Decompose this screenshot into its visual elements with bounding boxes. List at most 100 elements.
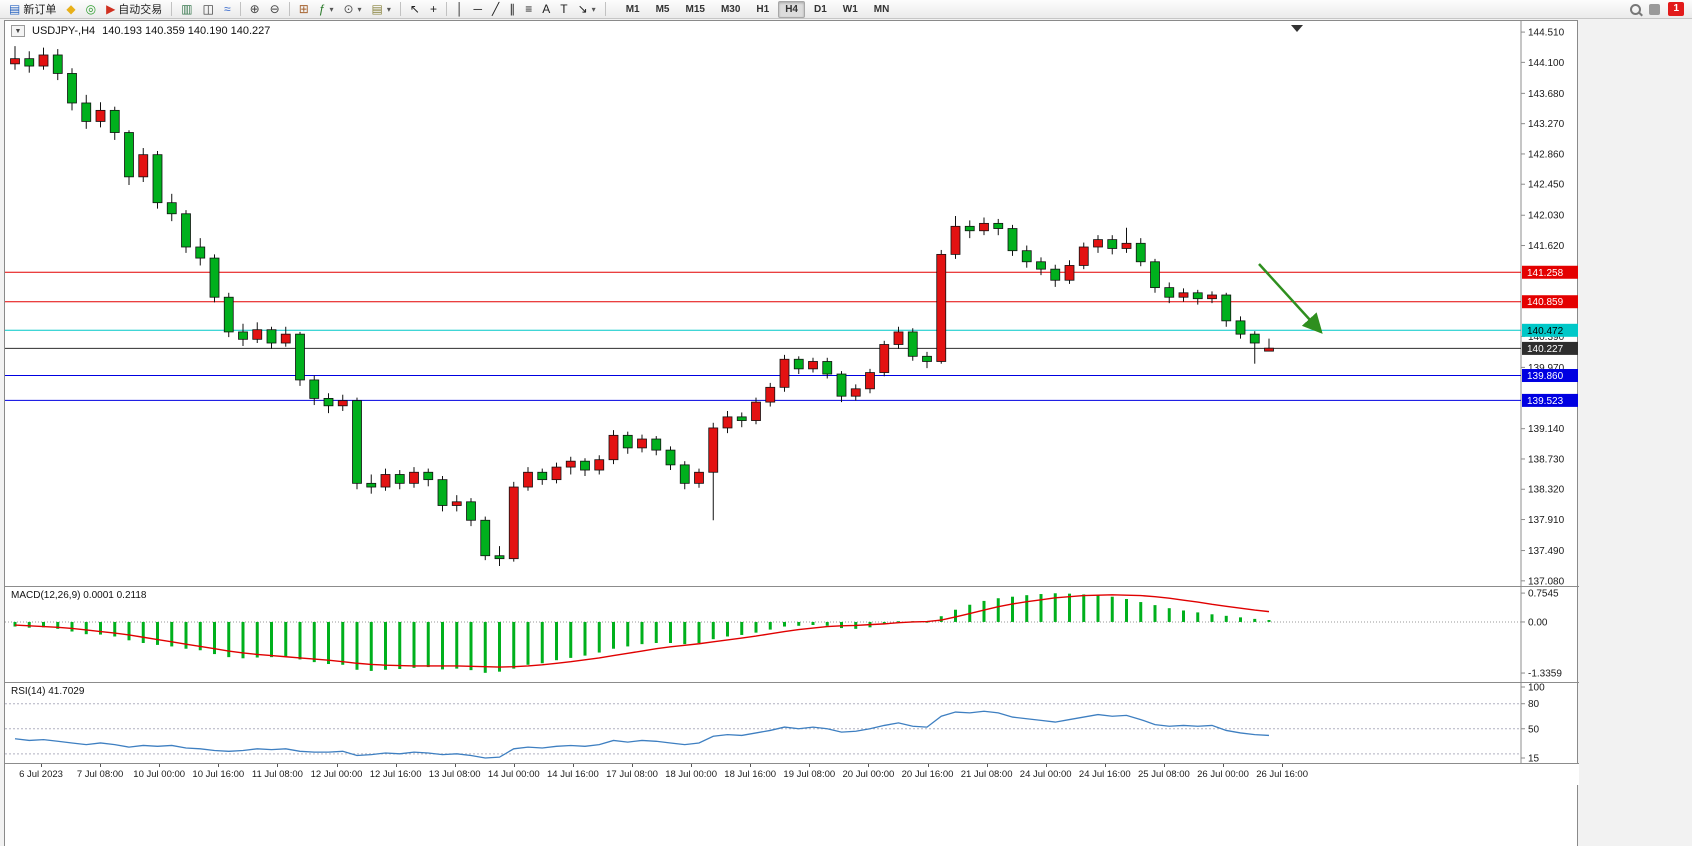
time-tick <box>750 764 752 767</box>
timeframe-toolbar: M1 M5 M15 M30 H1 H4 D1 W1 MN <box>618 0 898 18</box>
refresh-button[interactable]: ◎ <box>81 1 101 18</box>
timeframe-w1-button[interactable]: W1 <box>842 3 858 15</box>
crosshair-button[interactable]: + <box>425 1 442 18</box>
timeframe-h1-button[interactable]: H1 <box>756 3 770 15</box>
arrows-button[interactable]: ↘ ▾ <box>573 1 601 18</box>
tile-windows-icon: ⊞ <box>298 2 309 16</box>
dropdown-arrow-icon: ▾ <box>357 4 362 14</box>
horizontal-line-icon: ─ <box>473 2 482 16</box>
svg-text:138.320: 138.320 <box>1528 485 1565 496</box>
new-order-button[interactable]: ▤ 新订单 <box>4 1 61 18</box>
timeframe-m30-button[interactable]: M30 <box>720 3 741 15</box>
toolbar-buttons: ▤ 新订单 ◆ ◎ ▶ 自动交易 ▥ ◫ ≈ ⊕ ⊖ ⊞ ƒ ▾ ⊙ ▾ ▤ ▾ ↖ + │ ─ ╱ ∥ ≡ A T ↘ ▾ <box>4 0 610 18</box>
autotrading-button[interactable]: ▶ 自动交易 <box>101 1 167 18</box>
templates-button[interactable]: ▤ ▾ <box>367 1 396 18</box>
fibonacci-button[interactable]: ≡ <box>520 1 537 18</box>
trend-arrow-object[interactable] <box>1258 263 1323 334</box>
svg-text:143.270: 143.270 <box>1528 119 1565 130</box>
chart-window: 144.510 144.100 143.680 143.270 142.860 142.4… <box>4 20 1579 846</box>
price-axis-flag: 139.523 <box>1522 393 1578 407</box>
time-label: 10 Jul 00:00 <box>133 769 186 780</box>
time-label: 11 Jul 08:00 <box>251 769 303 780</box>
time-label: 7 Jul 08:00 <box>76 769 124 780</box>
toolbar-separator <box>604 2 606 16</box>
time-label: 19 Jul 08:00 <box>783 769 836 780</box>
search-icon[interactable] <box>1630 3 1642 15</box>
price-axis-flag: 139.860 <box>1522 369 1578 383</box>
label-button[interactable]: T <box>555 1 572 18</box>
candlestick-series <box>10 46 1274 567</box>
svg-text:143.680: 143.680 <box>1528 89 1565 100</box>
metaeditor-button[interactable]: ◆ <box>61 1 80 18</box>
autotrading-button-label: 自动交易 <box>118 4 163 16</box>
svg-text:0.00: 0.00 <box>1528 617 1548 628</box>
time-label: 24 Jul 16:00 <box>1078 769 1131 780</box>
zoom-out-icon: ⊖ <box>269 2 280 16</box>
bar-chart-button[interactable]: ▥ <box>176 1 197 18</box>
svg-text:141.258: 141.258 <box>1527 268 1564 279</box>
timeframe-m1-button[interactable]: M1 <box>625 3 640 15</box>
periods-button[interactable]: ⊙ ▾ <box>338 1 366 18</box>
rsi-pane[interactable]: 100 80 50 15 <box>5 682 1579 763</box>
line-chart-button[interactable]: ≈ <box>219 1 236 18</box>
timeframe-d1-button[interactable]: D1 <box>814 3 827 15</box>
time-label: 24 Jul 00:00 <box>1019 769 1072 780</box>
main-chart-pane[interactable]: 144.510 144.100 143.680 143.270 142.860 142.4… <box>5 21 1579 586</box>
timeframe-h4-button[interactable]: H4 <box>778 0 805 18</box>
time-tick <box>1282 764 1284 767</box>
time-tick <box>868 764 870 767</box>
rsi-line <box>14 710 1270 759</box>
rsi-label: RSI(14) 41.7029 <box>11 686 85 697</box>
horizontal-line-button[interactable]: ─ <box>468 1 487 18</box>
channel-button[interactable]: ∥ <box>504 1 520 18</box>
svg-text:141.620: 141.620 <box>1528 241 1565 252</box>
time-tick <box>395 764 397 767</box>
timeframe-m5-button[interactable]: M5 <box>655 3 670 15</box>
line-chart-icon: ≈ <box>223 2 231 16</box>
price-axis-flag: 140.227 <box>1522 341 1578 355</box>
zoom-out-button[interactable]: ⊖ <box>265 1 285 18</box>
svg-text:137.080: 137.080 <box>1528 576 1565 586</box>
price-axis[interactable]: 144.510 144.100 143.680 143.270 142.860 142.4… <box>1521 28 1565 586</box>
svg-text:139.523: 139.523 <box>1527 396 1564 407</box>
trendline-button[interactable]: ╱ <box>487 1 504 18</box>
svg-text:140.227: 140.227 <box>1527 344 1564 355</box>
timeframe-mn-button[interactable]: MN <box>873 3 890 15</box>
time-label: 12 Jul 00:00 <box>310 769 363 780</box>
price-axis-flag: 140.472 <box>1522 323 1578 337</box>
macd-pane[interactable]: 0.7545 0.00 -1.3359 <box>5 586 1579 682</box>
svg-text:139.970: 139.970 <box>1528 363 1565 374</box>
time-axis[interactable]: 6 Jul 2023 7 Jul 08:00 10 Jul 00:00 10 Jul … <box>5 763 1579 785</box>
svg-text:142.860: 142.860 <box>1528 149 1565 160</box>
svg-text:0.7545: 0.7545 <box>1528 589 1559 600</box>
fibonacci-icon: ≡ <box>525 2 533 16</box>
time-tick <box>809 764 811 767</box>
time-tick <box>336 764 338 767</box>
price-axis-flag: 141.258 <box>1522 265 1578 279</box>
svg-text:139.140: 139.140 <box>1528 424 1565 435</box>
time-tick <box>1104 764 1106 767</box>
vertical-line-button[interactable]: │ <box>451 1 469 18</box>
candlestick-chart-button[interactable]: ◫ <box>198 1 219 18</box>
time-tick <box>1045 764 1047 767</box>
timeframe-m15-button[interactable]: M15 <box>685 3 705 15</box>
cursor-button[interactable]: ↖ <box>405 1 425 18</box>
time-label: 26 Jul 16:00 <box>1256 769 1308 780</box>
cursor-icon: ↖ <box>409 2 420 16</box>
tile-windows-button[interactable]: ⊞ <box>294 1 314 18</box>
indicators-button[interactable]: ƒ ▾ <box>314 1 339 18</box>
time-label: 12 Jul 16:00 <box>369 769 422 780</box>
dropdown-arrow-icon: ▾ <box>386 4 391 14</box>
time-tick <box>218 764 220 767</box>
zoom-in-button[interactable]: ⊕ <box>245 1 265 18</box>
zoom-in-icon: ⊕ <box>249 2 260 16</box>
svg-text:50: 50 <box>1528 724 1540 735</box>
notification-badge[interactable]: 1 <box>1668 2 1684 16</box>
text-button[interactable]: A <box>537 1 555 18</box>
time-label: 6 Jul 2023 <box>19 769 63 780</box>
chart-ohlc-values: 140.193 140.359 140.190 140.227 <box>102 25 271 37</box>
time-label: 14 Jul 00:00 <box>487 769 540 780</box>
community-icon[interactable] <box>1649 3 1661 15</box>
one-click-trading-toggle[interactable]: ▼ <box>11 25 25 37</box>
time-tick <box>1223 764 1224 767</box>
